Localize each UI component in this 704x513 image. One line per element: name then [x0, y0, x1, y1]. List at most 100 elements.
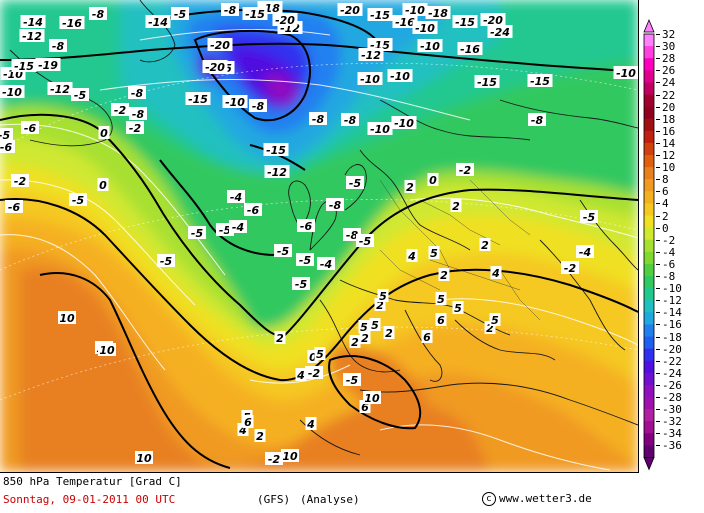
- isotherm-label-box: [358, 320, 370, 333]
- isotherm-label-text: 10: [59, 312, 75, 325]
- isotherm-label-box: [404, 180, 416, 193]
- colorbar-label-18: 18: [662, 112, 676, 126]
- colorbar-label--32: -32: [662, 415, 682, 429]
- isotherm-label: -14: [145, 15, 171, 29]
- isotherm-label-text: 5: [379, 290, 387, 303]
- isotherm-label: -8: [49, 39, 67, 53]
- isotherm-label: -15: [367, 8, 393, 22]
- colorbar-swatch--18: [644, 336, 654, 350]
- isotherm-label-box: [202, 60, 228, 73]
- isotherm-label-box: [97, 178, 109, 191]
- isotherm-label-text: -5: [583, 211, 596, 224]
- isotherm-label: -2: [561, 261, 579, 275]
- isotherm-label-text: 10: [99, 344, 115, 357]
- isotherm-label: -10: [412, 21, 438, 35]
- colorbar-label--24: -24: [662, 366, 682, 380]
- isotherm-label-text: -2: [268, 453, 281, 466]
- isotherm-label-text: -20: [483, 14, 503, 27]
- colorbar-swatch--26: [644, 384, 654, 398]
- isotherm-label-box: [242, 7, 268, 20]
- isotherm-label: -12: [19, 29, 45, 43]
- colorbar-tick: [656, 263, 660, 265]
- isotherm-label-box: [207, 38, 233, 51]
- colorbar-swatch-30: [644, 46, 654, 59]
- isotherm-label-text: 2: [486, 322, 494, 335]
- isotherm-label-text: -5: [349, 177, 362, 190]
- isotherm-label: -8: [89, 7, 107, 21]
- colorbar-swatch-12: [644, 155, 654, 168]
- isotherm-label-text: -5: [74, 89, 87, 102]
- source-link[interactable]: www.wetter3.de: [499, 492, 592, 505]
- colorbar-label-20: 20: [662, 100, 676, 114]
- colorbar-tick: [656, 421, 660, 423]
- isotherm-label: -24: [487, 25, 513, 39]
- isotherm-label: 5: [377, 289, 389, 303]
- isotherm-label-layer: -14-8 -5 -18 -20-8 -15-12-20-10-15-16-18-15-…: [0, 1, 638, 466]
- isotherm-label-text: -16: [395, 16, 415, 29]
- colorbar-label--18: -18: [662, 330, 682, 344]
- isotherm-label: -5: [171, 7, 189, 21]
- isotherm-label-box: [356, 234, 374, 247]
- isotherm-label-box: [305, 417, 317, 430]
- colorbar-swatch--28: [644, 397, 654, 410]
- colorbar-swatch--14: [644, 312, 654, 325]
- isotherm-label: -18: [425, 6, 451, 20]
- isotherm-label-text: -12: [22, 30, 42, 43]
- isotherm-label-box: [274, 331, 286, 344]
- isotherm-label: -16: [457, 42, 483, 56]
- isotherm-label: -8: [221, 3, 239, 17]
- isotherm-label: -12: [47, 82, 73, 96]
- isotherm-label-text: -10: [415, 22, 435, 35]
- isotherm-label-box: [489, 313, 501, 326]
- isotherm-label: -10: [222, 95, 248, 109]
- isotherm-label-box: [98, 343, 116, 356]
- colorbar-swatch--2: [644, 239, 654, 253]
- isotherm-label-text: -12: [267, 166, 287, 179]
- colorbar-swatch-32: [644, 34, 654, 47]
- isotherm-label-box: [425, 6, 451, 19]
- isotherm-label-box: [367, 8, 393, 21]
- isotherm-label: 0: [98, 126, 110, 140]
- colorbar-tick: [656, 288, 660, 290]
- isotherm-label-text: -8: [92, 8, 105, 21]
- isotherm-label-box: [35, 58, 61, 71]
- isotherm-label: 6: [242, 415, 254, 429]
- isotherm-label-box: [479, 238, 491, 251]
- isotherm-label-text: 5: [491, 314, 499, 327]
- isotherm-label-box: [383, 326, 395, 339]
- isotherm-label-box: [171, 7, 189, 20]
- isotherm-label: -10: [402, 3, 428, 17]
- isotherm-label-text: 6: [361, 401, 369, 414]
- colorbar-label-8: 8: [662, 173, 669, 187]
- isotherm-label: 6: [435, 313, 447, 327]
- isotherm-label: -5: [188, 226, 206, 240]
- isotherm-label-text: -12: [361, 49, 381, 62]
- isotherm-label: -10: [391, 116, 417, 130]
- isotherm-label-text: -5: [174, 8, 187, 21]
- isotherm-label-text: -15: [188, 93, 208, 106]
- isotherm-label-box: [438, 268, 450, 281]
- colorbar-label-12: 12: [662, 149, 676, 162]
- isotherm-label: 2: [383, 326, 395, 340]
- isotherm-label: -6: [5, 200, 23, 214]
- isotherm-label: 2: [450, 199, 462, 213]
- isotherm-label: -20: [337, 3, 363, 17]
- isotherm-label-text: -2: [564, 262, 577, 275]
- isotherm-label-box: [309, 112, 327, 125]
- isotherm-label-box: [528, 113, 546, 126]
- colorbar-label-26: 26: [662, 64, 676, 78]
- isotherm-label: 2: [404, 180, 416, 194]
- graticule: [0, 62, 638, 401]
- isotherm-label-text: 6: [437, 314, 445, 327]
- isotherm-label-box: [359, 400, 371, 413]
- isotherm-label-text: -4: [230, 191, 242, 204]
- isotherm-label: -5: [0, 128, 13, 142]
- colorbar-label--12: -12: [662, 294, 682, 308]
- colorbar-swatch-6: [644, 191, 654, 204]
- isotherm-label-text: -4: [320, 258, 332, 271]
- colorbar-bottom-arrow: [643, 457, 655, 471]
- isotherm-label-box: [456, 163, 474, 176]
- isotherm-label-text: 2: [406, 181, 414, 194]
- colorbar-tick: [656, 58, 660, 60]
- colorbar-label--2: -2: [662, 233, 676, 247]
